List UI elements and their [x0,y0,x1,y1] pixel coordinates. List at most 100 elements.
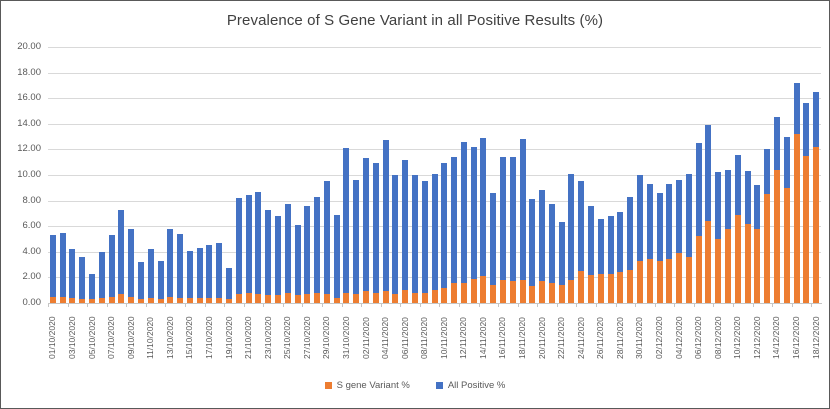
bar-all-positive [578,181,585,303]
x-tick-label: 04/12/2020 [673,316,684,359]
bar-s-gene-variant [480,276,487,303]
x-axis-tick [165,303,167,307]
y-tick-label: 20.00 [17,41,41,52]
legend-swatch-all-positive-icon [435,382,443,389]
bar-all-positive [363,158,369,303]
bar-s-gene-variant [813,146,820,303]
bar-all-positive [548,204,555,303]
bar-all-positive [128,228,135,303]
bar-s-gene-variant [646,259,653,303]
x-tick-label: 21/10/2020 [243,316,254,359]
bar-s-gene-variant [783,187,790,303]
bar-s-gene-variant [411,292,418,303]
bar-s-gene-variant [793,134,800,303]
bar-all-positive [372,163,379,303]
x-axis-tick [498,303,500,307]
bar-s-gene-variant [754,228,761,303]
bar-all-positive [284,204,291,303]
bar-s-gene-variant [676,253,683,303]
x-axis-tick [713,303,715,307]
bar-all-positive [137,262,144,303]
bar-s-gene-variant [499,279,506,303]
x-axis-tick [458,303,460,307]
bar-s-gene-variant [265,295,272,303]
x-axis-tick [556,303,558,307]
x-axis-tick [106,303,108,307]
bar-s-gene-variant [59,296,66,303]
chart-title: Prevalence of S Gene Variant in all Posi… [226,12,604,29]
x-axis-tick [126,303,128,307]
x-tick-label: 06/12/2020 [693,316,704,359]
bar-s-gene-variant [392,294,399,303]
x-axis-tick [87,303,89,307]
bar-s-gene-variant [451,282,458,303]
bar-all-positive [206,245,213,303]
bar-s-gene-variant [803,155,810,303]
x-axis-tick [380,303,382,307]
bar-all-positive [245,195,252,303]
x-axis-tick [184,303,186,307]
x-tick-label: 16/11/2020 [497,317,508,359]
bar-all-positive [235,198,242,303]
bar-all-positive [49,235,56,303]
bar-s-gene-variant [705,221,712,303]
x-tick-label: 02/12/2020 [654,316,665,359]
bar-all-positive [147,249,154,303]
bar-all-positive [304,205,311,303]
bar-s-gene-variant [274,295,281,303]
x-axis-tick [576,303,578,307]
x-axis-tick [537,303,539,307]
bar-all-positive [480,137,487,303]
bar-all-positive [509,157,516,303]
gridline [48,98,821,100]
bar-s-gene-variant [49,296,56,303]
bar-s-gene-variant [402,290,409,303]
plot-area [48,47,821,303]
bar-s-gene-variant [226,299,233,303]
bar-all-positive [167,228,174,303]
bar-all-positive [470,146,477,303]
bar-all-positive [255,191,262,303]
x-axis-tick [439,303,441,307]
legend: S gene Variant % All Positive % [1,380,829,391]
x-axis-tick [204,303,206,307]
x-tick-label: 25/10/2020 [282,316,293,359]
x-axis-tick [145,303,147,307]
bar-s-gene-variant [529,286,536,303]
x-tick-label: 16/12/2020 [791,316,802,359]
x-tick-label: 08/12/2020 [712,316,723,359]
bar-all-positive [636,175,643,303]
bar-s-gene-variant [216,297,223,303]
bar-s-gene-variant [734,214,741,303]
y-tick-label: 10.00 [17,169,41,180]
bar-all-positive [69,249,76,303]
x-axis-tick [811,303,813,307]
bar-s-gene-variant [568,279,575,303]
x-tick-label: 29/10/2020 [321,316,332,359]
x-tick-label: 12/11/2020 [458,317,469,359]
bar-s-gene-variant [588,274,595,303]
x-tick-label: 09/10/2020 [125,316,136,359]
x-axis-tick [635,303,637,307]
x-tick-label: 18/12/2020 [810,316,821,359]
bar-s-gene-variant [294,295,301,303]
bar-all-positive [118,209,125,303]
bar-all-positive [89,273,96,303]
x-tick-label: 14/12/2020 [771,316,782,359]
bar-all-positive [441,163,448,303]
x-axis-tick [48,303,49,307]
y-tick-label: 2.00 [22,271,42,283]
bar-all-positive [715,172,722,303]
bar-s-gene-variant [79,299,86,303]
gridline [48,72,821,74]
y-tick-label: 14.00 [17,117,41,129]
x-tick-label: 15/10/2020 [184,316,195,359]
bar-s-gene-variant [431,290,438,303]
x-tick-label: 10/12/2020 [732,316,743,359]
bar-all-positive [490,192,497,303]
x-axis-tick [321,303,323,307]
x-axis-tick [263,303,265,307]
bar-all-positive [568,173,575,303]
x-tick-label: 14/11/2020 [477,317,488,359]
